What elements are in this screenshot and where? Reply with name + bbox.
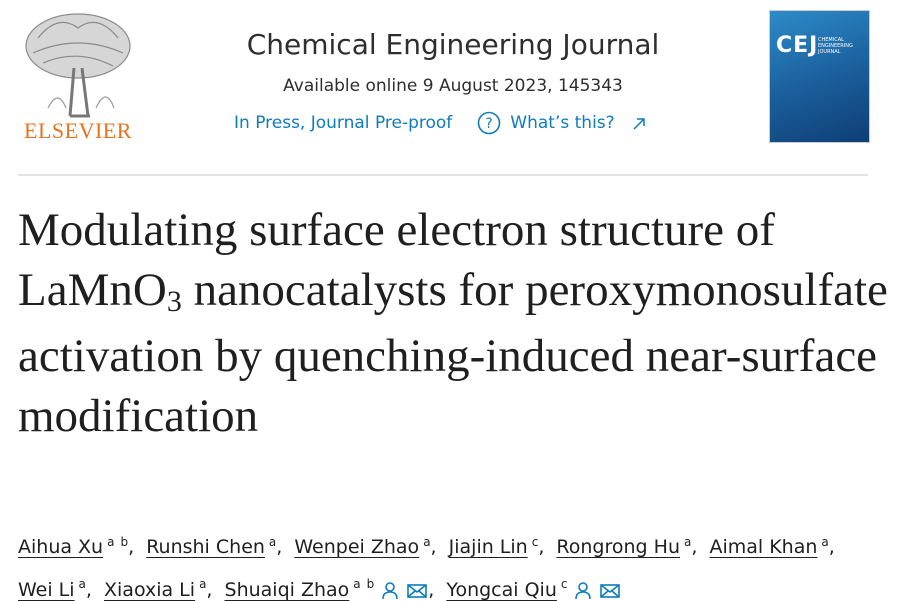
author-name[interactable]: Jiajin Lin <box>448 536 528 559</box>
affiliations: a <box>423 535 430 549</box>
email-icon[interactable] <box>406 580 428 600</box>
author: Jiajin Lin c <box>448 535 551 559</box>
author-name[interactable]: Aihua Xu <box>18 536 104 559</box>
affiliations: c <box>561 577 568 591</box>
author: Runshi Chen a <box>146 535 288 559</box>
affiliation[interactable]: c <box>531 535 539 549</box>
affiliations: c <box>532 535 539 549</box>
journal-cover[interactable]: CEJ CHEMICAL ENGINEERING JOURNAL <box>769 10 870 143</box>
affiliation[interactable]: a <box>199 577 207 592</box>
author-icon[interactable] <box>380 580 400 600</box>
author-name[interactable]: Rongrong Hu <box>556 536 680 559</box>
journal-name[interactable]: Chemical Engineering Journal <box>246 28 660 61</box>
external-icon <box>633 118 645 130</box>
affiliations: a <box>269 535 276 549</box>
affiliation[interactable]: b <box>366 577 375 592</box>
affiliation[interactable]: a <box>78 577 86 592</box>
status-line: In Press, Journal Pre-proof ? What’s thi… <box>234 110 647 136</box>
title-part: nanocatalysts for peroxymonosulfate acti… <box>18 264 888 442</box>
author: Xiaoxia Li a <box>104 577 218 601</box>
svg-text:?: ? <box>486 116 493 132</box>
author: Shuaiqi Zhao a b <box>224 577 441 601</box>
affiliation[interactable]: a <box>107 535 115 549</box>
affiliation[interactable]: a <box>423 535 431 549</box>
help-icon[interactable]: ? <box>476 110 502 136</box>
author: Yongcai Qiu c <box>446 577 621 601</box>
title-part: Modulating surface electron structure of… <box>18 204 775 316</box>
availability: Available online 9 August 2023, 145343 <box>283 76 623 96</box>
title-subscript: 3 <box>166 285 182 318</box>
affiliation[interactable]: b <box>120 535 129 549</box>
article-title: Modulating surface electron structure of… <box>18 200 888 446</box>
cover-abbr: CEJ <box>776 33 819 58</box>
affiliations: a <box>199 577 206 591</box>
affiliations: a <box>79 577 86 591</box>
author: Wei Li a <box>18 577 98 601</box>
help-link[interactable]: What’s this? <box>510 113 615 133</box>
affiliation[interactable]: a <box>684 535 692 549</box>
email-icon[interactable] <box>599 580 621 600</box>
author-icon[interactable] <box>573 580 593 600</box>
affiliation[interactable]: a <box>353 577 361 592</box>
affiliation[interactable]: a <box>821 535 829 549</box>
affiliation[interactable]: c <box>560 577 568 592</box>
author-name[interactable]: Shuaiqi Zhao <box>224 578 350 601</box>
cover-name: CHEMICAL ENGINEERING JOURNAL <box>818 37 853 55</box>
author: Rongrong Hu a <box>556 535 703 559</box>
author-name[interactable]: Yongcai Qiu <box>446 578 557 601</box>
divider <box>18 174 868 176</box>
author: Aihua Xu a b <box>18 535 140 559</box>
author: Aimal Khan a <box>709 535 840 559</box>
affiliations: a <box>821 535 828 549</box>
affiliation[interactable]: a <box>268 535 277 549</box>
author-name[interactable]: Xiaoxia Li <box>104 578 196 601</box>
author-name[interactable]: Wenpei Zhao <box>294 536 420 559</box>
publisher-logo <box>25 13 131 118</box>
status: In Press, Journal Pre-proof <box>234 113 453 133</box>
publisher-name: ELSEVIER <box>24 118 132 143</box>
author-name[interactable]: Runshi Chen <box>146 536 265 559</box>
affiliations: a <box>684 535 691 549</box>
author-name[interactable]: Wei Li <box>18 578 75 601</box>
author-name[interactable]: Aimal Khan <box>709 536 818 559</box>
author: Wenpei Zhao a <box>294 535 442 559</box>
